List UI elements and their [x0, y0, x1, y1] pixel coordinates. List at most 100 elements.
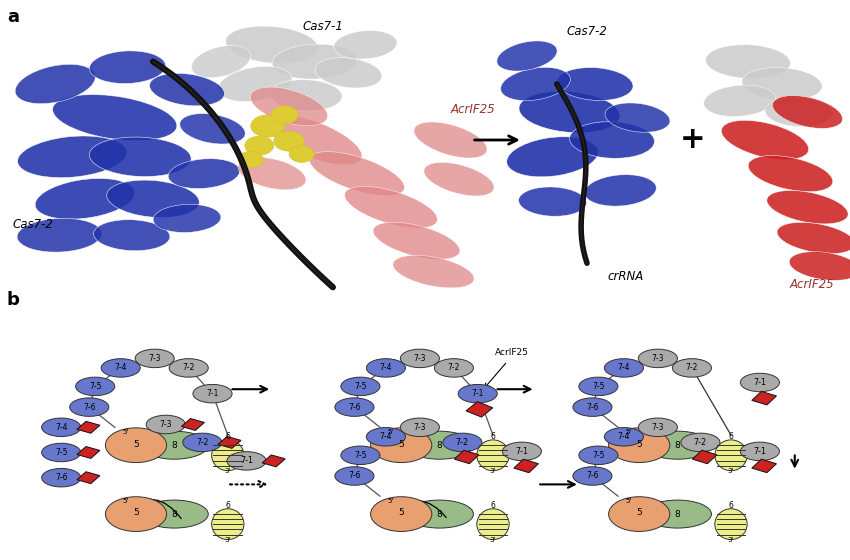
Ellipse shape	[405, 500, 473, 528]
Text: 7-4: 7-4	[55, 423, 67, 432]
Ellipse shape	[715, 509, 747, 540]
Circle shape	[274, 131, 304, 151]
Text: 6: 6	[490, 432, 496, 441]
Circle shape	[271, 106, 298, 124]
Text: 5': 5'	[626, 429, 632, 435]
Circle shape	[251, 115, 285, 137]
Text: 5: 5	[399, 440, 404, 449]
Ellipse shape	[101, 359, 140, 377]
Text: AcrIF25: AcrIF25	[790, 278, 834, 291]
Ellipse shape	[414, 122, 487, 158]
Ellipse shape	[789, 251, 850, 281]
Text: 7-5: 7-5	[354, 382, 366, 391]
Ellipse shape	[89, 51, 166, 83]
Text: crRNA: crRNA	[608, 270, 644, 283]
Text: 7-5: 7-5	[592, 451, 604, 460]
Text: 7-2: 7-2	[183, 363, 195, 372]
Ellipse shape	[704, 85, 775, 116]
Text: 7-6: 7-6	[586, 403, 598, 412]
Text: 7-6: 7-6	[586, 472, 598, 480]
Ellipse shape	[609, 497, 670, 531]
Ellipse shape	[371, 428, 432, 463]
Ellipse shape	[643, 431, 711, 459]
Ellipse shape	[193, 385, 232, 403]
Text: 7-5: 7-5	[354, 451, 366, 460]
Text: 7-3: 7-3	[160, 420, 172, 429]
Ellipse shape	[497, 41, 557, 71]
Ellipse shape	[335, 398, 374, 417]
Text: 3': 3'	[490, 537, 496, 543]
Text: 5: 5	[399, 508, 404, 517]
Ellipse shape	[518, 187, 586, 216]
Ellipse shape	[672, 359, 711, 377]
Text: 6: 6	[728, 432, 734, 441]
Ellipse shape	[334, 31, 397, 59]
Text: 7-2: 7-2	[456, 438, 469, 447]
Text: 6: 6	[490, 501, 496, 510]
Polygon shape	[76, 421, 100, 433]
Polygon shape	[218, 436, 241, 449]
Ellipse shape	[740, 442, 779, 460]
Text: 5: 5	[133, 508, 139, 517]
Ellipse shape	[681, 433, 720, 451]
Ellipse shape	[393, 255, 474, 288]
Ellipse shape	[107, 180, 199, 217]
Ellipse shape	[70, 398, 109, 417]
Polygon shape	[262, 455, 286, 467]
Ellipse shape	[773, 96, 842, 128]
Text: 5': 5'	[122, 498, 129, 503]
Ellipse shape	[42, 444, 81, 461]
Ellipse shape	[42, 418, 81, 437]
Ellipse shape	[507, 137, 598, 177]
Text: 7-6: 7-6	[83, 403, 95, 412]
Text: 7-1: 7-1	[472, 389, 484, 398]
Ellipse shape	[94, 220, 170, 251]
Polygon shape	[76, 446, 100, 459]
Ellipse shape	[579, 446, 618, 465]
Ellipse shape	[585, 175, 656, 206]
Text: 7-1: 7-1	[515, 447, 529, 456]
Ellipse shape	[341, 377, 380, 396]
Ellipse shape	[706, 45, 791, 78]
Text: 5': 5'	[388, 498, 394, 503]
Ellipse shape	[315, 58, 382, 88]
Polygon shape	[693, 450, 717, 464]
Ellipse shape	[267, 115, 362, 165]
Ellipse shape	[722, 120, 808, 160]
Text: 7-3: 7-3	[414, 354, 426, 363]
Ellipse shape	[140, 500, 208, 528]
Text: 7-3: 7-3	[652, 423, 664, 432]
Ellipse shape	[42, 468, 81, 487]
Text: 8: 8	[172, 441, 177, 450]
Text: 8: 8	[675, 510, 680, 519]
Text: a: a	[7, 8, 19, 26]
Ellipse shape	[604, 428, 643, 446]
Text: AcrIF25: AcrIF25	[450, 102, 495, 116]
Text: +: +	[680, 125, 705, 155]
Text: 5: 5	[637, 508, 642, 517]
Ellipse shape	[341, 446, 380, 465]
Text: Cas7-1: Cas7-1	[303, 20, 343, 32]
Text: 7-2: 7-2	[196, 438, 208, 447]
Text: 7-6: 7-6	[348, 403, 360, 412]
Text: 7-3: 7-3	[652, 354, 664, 363]
Ellipse shape	[557, 68, 633, 100]
Ellipse shape	[477, 509, 509, 540]
Text: 7-1: 7-1	[753, 378, 767, 387]
Text: 7-4: 7-4	[618, 363, 630, 372]
Ellipse shape	[169, 359, 208, 377]
Text: 7-5: 7-5	[89, 382, 101, 391]
Text: Cas7-2: Cas7-2	[13, 217, 54, 231]
Polygon shape	[181, 418, 205, 431]
Text: 6: 6	[225, 432, 230, 441]
Ellipse shape	[344, 186, 438, 228]
Circle shape	[289, 146, 314, 162]
Ellipse shape	[270, 80, 342, 111]
Text: 5: 5	[637, 440, 642, 449]
Ellipse shape	[212, 509, 244, 540]
Ellipse shape	[573, 398, 612, 417]
Ellipse shape	[443, 433, 482, 451]
Text: 7-5: 7-5	[55, 448, 67, 457]
Ellipse shape	[767, 190, 848, 224]
Text: 7-1: 7-1	[207, 389, 218, 398]
